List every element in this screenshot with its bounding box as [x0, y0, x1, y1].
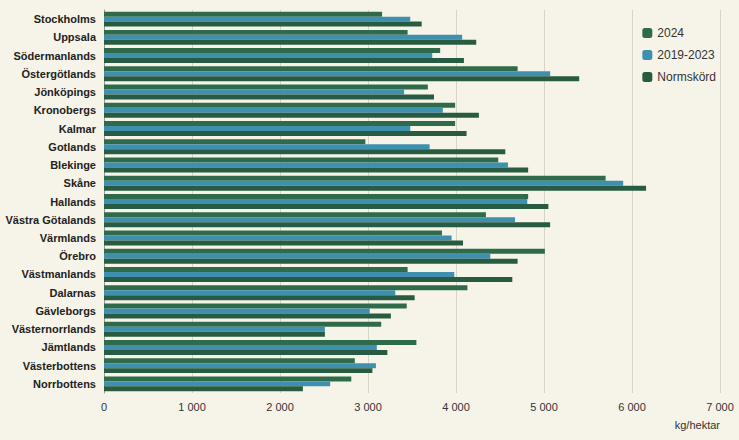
svg-text:2 000: 2 000 [266, 401, 294, 413]
svg-text:Västernorrlands: Västernorrlands [12, 323, 96, 335]
svg-text:kg/hektar: kg/hektar [675, 419, 721, 431]
svg-text:Stockholms: Stockholms [34, 13, 96, 25]
svg-text:5 000: 5 000 [530, 401, 558, 413]
svg-text:6 000: 6 000 [618, 401, 646, 413]
svg-text:Västerbottens: Västerbottens [23, 360, 96, 372]
svg-text:Östergötlands: Östergötlands [21, 68, 96, 80]
svg-text:3 000: 3 000 [354, 401, 382, 413]
svg-text:Blekinge: Blekinge [50, 159, 96, 171]
svg-text:0: 0 [101, 401, 107, 413]
svg-text:Jämtlands: Jämtlands [42, 341, 96, 353]
svg-text:Hallands: Hallands [50, 196, 96, 208]
svg-text:Uppsala: Uppsala [53, 31, 97, 43]
svg-text:2019-2023: 2019-2023 [657, 48, 715, 62]
svg-text:Dalarnas: Dalarnas [50, 287, 96, 299]
svg-text:Gotlands: Gotlands [48, 141, 96, 153]
svg-text:Kalmar: Kalmar [59, 123, 97, 135]
svg-text:1 000: 1 000 [178, 401, 206, 413]
svg-text:Norrbottens: Norrbottens [33, 378, 96, 390]
svg-text:Normskörd: Normskörd [657, 70, 716, 84]
svg-text:Västra Götalands: Västra Götalands [6, 214, 96, 226]
svg-text:2024: 2024 [657, 26, 684, 40]
svg-text:4 000: 4 000 [442, 401, 470, 413]
svg-text:Jönköpings: Jönköpings [34, 86, 96, 98]
svg-text:Örebro: Örebro [59, 250, 96, 262]
svg-text:Gävleborgs: Gävleborgs [35, 305, 96, 317]
svg-text:7 000: 7 000 [706, 401, 734, 413]
svg-text:Värmlands: Värmlands [40, 232, 96, 244]
svg-text:Västmanlands: Västmanlands [21, 268, 96, 280]
svg-text:Kronobergs: Kronobergs [34, 104, 96, 116]
svg-text:Södermanlands: Södermanlands [13, 50, 96, 62]
svg-text:Skåne: Skåne [64, 177, 96, 189]
